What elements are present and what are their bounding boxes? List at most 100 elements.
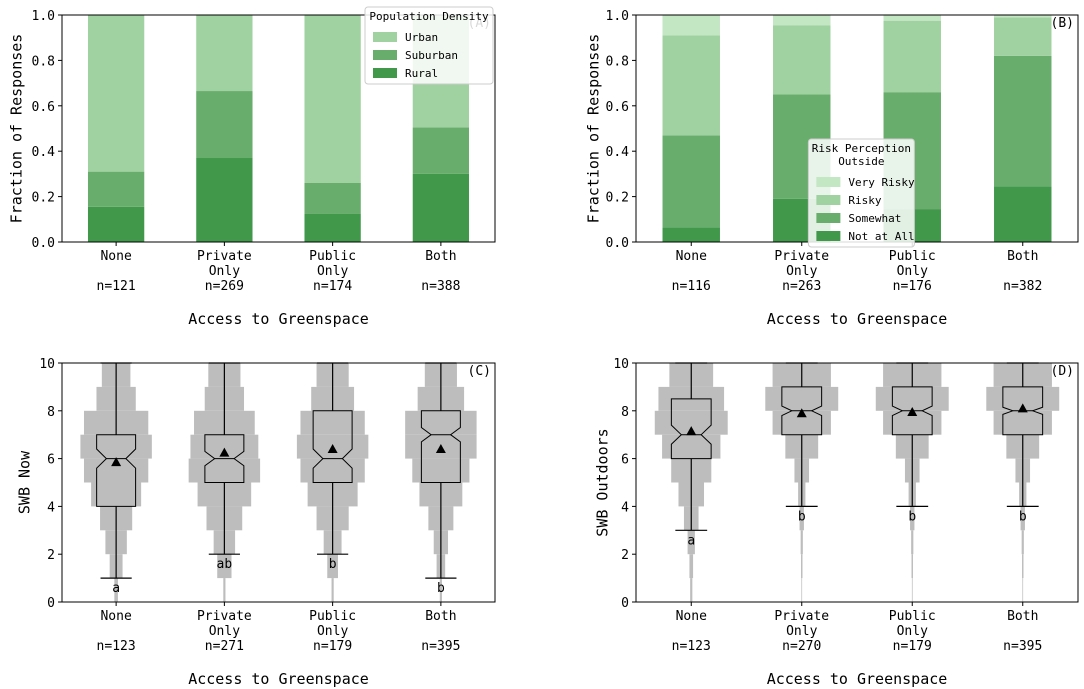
- x-tick-label: None: [676, 249, 707, 264]
- y-tick-label: 0.4: [32, 145, 56, 160]
- significance-letter: b: [329, 557, 337, 572]
- y-tick-label: 0.8: [32, 54, 55, 69]
- bar-segment: [994, 15, 1052, 18]
- y-tick-label: 0.6: [606, 100, 629, 115]
- histogram-bin: [690, 578, 693, 602]
- notched-box: [96, 434, 137, 507]
- notched-box: [781, 386, 823, 436]
- histogram-bin: [993, 410, 1052, 435]
- bar-segment: [87, 171, 145, 207]
- bar-segment: [304, 213, 361, 242]
- mean-marker: [327, 444, 338, 454]
- y-axis-label: Fraction of Responses: [7, 34, 25, 224]
- mean-marker: [907, 406, 918, 416]
- legend-title: Risk Perception Outside: [812, 142, 911, 168]
- histogram-bin: [114, 578, 118, 602]
- histogram-bin: [80, 434, 152, 459]
- x-tick-label: Public Only: [309, 609, 356, 639]
- y-tick-label: 0.4: [606, 145, 630, 160]
- sample-count: n=382: [1003, 279, 1042, 294]
- y-tick-label: 10: [613, 357, 629, 372]
- panel-label: (B): [1051, 16, 1074, 31]
- x-tick-label: Private Only: [774, 609, 829, 639]
- sample-count: n=123: [97, 639, 136, 654]
- x-tick-label: Private Only: [197, 609, 252, 639]
- sample-count: n=271: [205, 639, 244, 654]
- legend-entry: Not at All: [848, 230, 914, 243]
- axes-frame: [61, 362, 496, 603]
- y-tick-label: 2: [47, 548, 55, 563]
- y-tick-label: 0: [621, 596, 629, 611]
- bar-segment: [662, 227, 720, 242]
- legend: Risk Perception Outside Very Risky Risky Som…: [807, 138, 915, 248]
- histogram-bin: [911, 578, 913, 602]
- histogram-bin: [772, 410, 831, 435]
- bar-segment: [304, 182, 361, 214]
- significance-letter: b: [908, 509, 916, 524]
- x-tick-label: Both: [1007, 609, 1038, 624]
- notched-box: [312, 410, 353, 483]
- histogram-bin: [986, 386, 1060, 411]
- y-tick-label: 6: [621, 453, 629, 468]
- legend-entry: Suburban: [405, 49, 458, 62]
- y-tick-label: 4: [621, 500, 629, 515]
- legend-entry: Risky: [848, 194, 881, 207]
- histogram-bin: [654, 410, 728, 435]
- sample-count: n=388: [421, 279, 460, 294]
- histogram-bin: [910, 506, 915, 531]
- sample-count: n=263: [782, 279, 821, 294]
- y-tick-label: 10: [39, 357, 55, 372]
- bar-segment: [412, 173, 470, 242]
- histogram-bin: [91, 482, 142, 507]
- notched-box: [204, 434, 245, 483]
- bar-segment: [412, 127, 470, 174]
- y-axis-label: Fraction of Responses: [584, 34, 602, 224]
- significance-letter: b: [437, 581, 445, 596]
- histogram-bin: [911, 530, 914, 555]
- notched-box: [891, 386, 933, 436]
- bar-segment: [87, 15, 145, 172]
- histogram-bin: [799, 506, 804, 531]
- histogram-bin: [1022, 554, 1024, 579]
- sample-count: n=121: [97, 279, 136, 294]
- histogram-bin: [687, 530, 695, 555]
- histogram-bin: [1022, 578, 1024, 602]
- y-tick-label: 0.0: [32, 236, 55, 251]
- x-tick-label: None: [100, 609, 131, 624]
- legend-entry: Urban: [405, 31, 438, 44]
- x-tick-label: Private Only: [774, 249, 829, 279]
- panel-label: (C): [468, 364, 491, 379]
- y-tick-label: 0.8: [606, 54, 629, 69]
- histogram-bin: [875, 386, 949, 411]
- histogram-bin: [662, 434, 721, 459]
- x-axis-label: Access to Greenspace: [767, 310, 948, 328]
- sample-count: n=270: [782, 639, 821, 654]
- legend-entry: Very Risky: [848, 176, 915, 189]
- significance-letter: ab: [217, 557, 233, 572]
- mean-marker: [1017, 403, 1028, 413]
- sample-count: n=176: [893, 279, 932, 294]
- y-tick-label: 4: [47, 500, 55, 515]
- legend: Population Density Urban Suburban Rural: [364, 6, 494, 85]
- y-tick-label: 0.2: [606, 191, 629, 206]
- histogram-bin: [300, 458, 365, 483]
- histogram-bin: [188, 458, 261, 483]
- histogram-bin: [883, 410, 942, 435]
- y-tick-label: 1.0: [606, 9, 629, 24]
- y-tick-label: 0.2: [32, 191, 55, 206]
- sample-count: n=179: [893, 639, 932, 654]
- sample-count: n=395: [421, 639, 460, 654]
- sample-count: n=395: [1003, 639, 1042, 654]
- legend-swatch: [816, 213, 841, 223]
- histogram-bin: [1020, 506, 1025, 531]
- histogram-bin: [331, 578, 334, 602]
- y-tick-label: 1.0: [32, 9, 55, 24]
- x-tick-label: None: [100, 249, 131, 264]
- histogram-bin: [223, 578, 226, 602]
- bar-segment: [994, 186, 1052, 242]
- histogram-bin: [412, 458, 470, 483]
- legend-swatch: [373, 32, 397, 42]
- sample-count: n=179: [313, 639, 352, 654]
- significance-letter: b: [798, 509, 806, 524]
